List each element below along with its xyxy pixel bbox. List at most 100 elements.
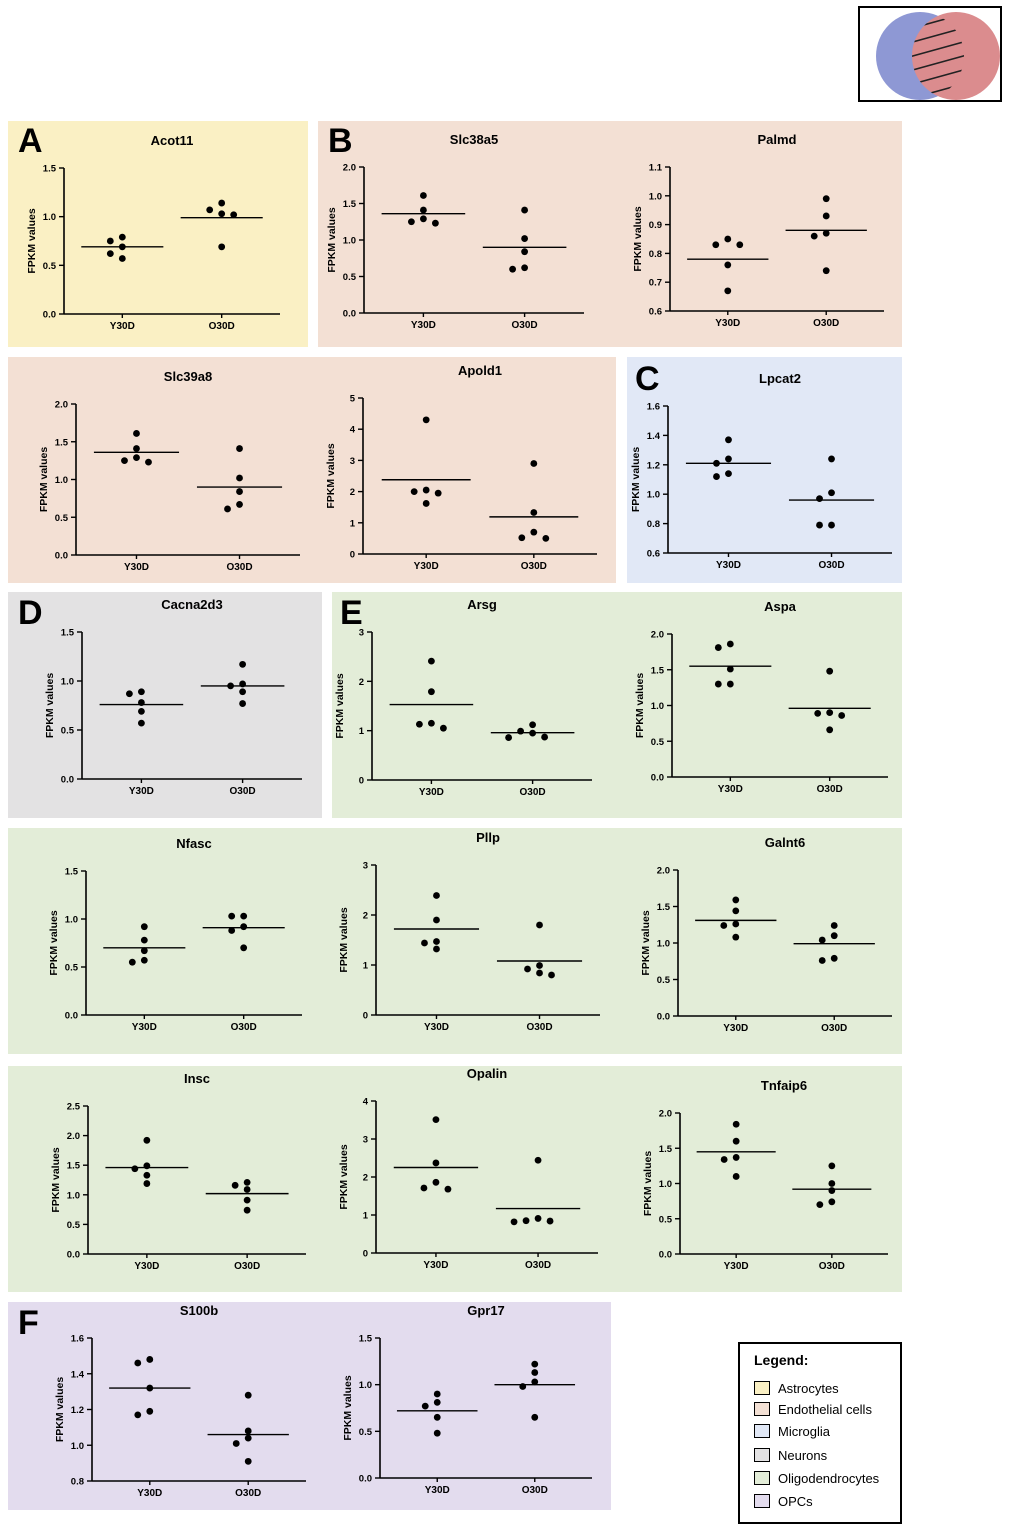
data-point: [433, 1429, 441, 1437]
data-point: [838, 712, 846, 719]
legend-swatch-opcs: [754, 1494, 770, 1508]
chart-title: Insc: [184, 1071, 210, 1086]
legend-item-neurons: Neurons: [754, 1447, 827, 1463]
data-point: [243, 1178, 251, 1186]
y-tick-label: 2.0: [67, 1131, 80, 1142]
x-tick-label: Y30D: [132, 1022, 157, 1033]
data-point: [521, 248, 528, 256]
chart-title: Acot11: [151, 133, 194, 148]
x-tick-label: O30D: [818, 560, 844, 571]
data-point: [724, 261, 732, 269]
y-tick-label: 1.0: [651, 701, 664, 712]
data-point: [529, 721, 536, 729]
data-point: [531, 1378, 539, 1386]
data-point: [420, 192, 427, 199]
plot-aspa: Aspa 0.0 0.5 1.0 1.5 2.0 FPKM values Y30D O30D: [634, 599, 888, 795]
y-tick-label: 0.0: [343, 309, 356, 320]
x-tick-label: Y30D: [723, 1023, 748, 1034]
y-tick-label: 3: [359, 628, 364, 639]
data-point: [140, 947, 148, 955]
x-tick-label: Y30D: [716, 560, 741, 571]
data-point: [432, 1159, 440, 1167]
y-tick-label: 0.6: [647, 549, 660, 560]
legend-item-astrocytes: Astrocytes: [754, 1380, 839, 1396]
data-point: [810, 232, 818, 240]
data-point: [725, 470, 732, 478]
data-point: [521, 235, 528, 242]
x-tick-label: Y30D: [414, 561, 439, 572]
data-point: [531, 1413, 539, 1421]
y-tick-label: 0.5: [65, 963, 79, 974]
data-point: [240, 944, 248, 952]
panel-b-continued: [8, 357, 616, 583]
data-point: [521, 206, 528, 214]
y-tick-label: 1.5: [651, 665, 665, 676]
chart-title: Cacna2d3: [161, 597, 222, 612]
y-tick-label: 1.6: [647, 402, 660, 413]
data-point: [816, 1201, 824, 1209]
data-point: [530, 528, 538, 536]
x-tick-label: O30D: [821, 1023, 847, 1034]
y-tick-label: 1.0: [649, 191, 662, 202]
data-point: [232, 1440, 240, 1447]
x-tick-label: Y30D: [425, 1485, 450, 1496]
data-point: [218, 199, 226, 207]
y-tick-label: 1.0: [55, 475, 68, 486]
data-point: [416, 720, 423, 728]
data-point: [713, 473, 720, 480]
y-axis-label: FPKM values: [338, 1144, 350, 1210]
legend-item-endothelial: Endothelial cells: [754, 1401, 872, 1417]
y-axis-label: FPKM values: [48, 910, 60, 976]
y-axis-label: FPKM values: [338, 907, 350, 973]
panel-letter-a: A: [18, 122, 43, 160]
data-point: [828, 1198, 836, 1206]
legend-title: Legend:: [754, 1352, 809, 1368]
plot-slc38a5: Slc38a5 0.0 0.5 1.0 1.5 2.0 FPKM values Y30D O30…: [326, 132, 584, 331]
x-tick-label: Y30D: [124, 562, 149, 573]
data-point: [134, 1359, 142, 1367]
legend-swatch-astrocytes: [754, 1381, 770, 1395]
y-tick-label: 2: [359, 677, 364, 688]
y-axis-label: FPKM values: [642, 1151, 654, 1217]
chart-title: Aspa: [764, 599, 797, 614]
data-point: [542, 535, 550, 542]
data-point: [433, 1390, 441, 1398]
data-point: [534, 1215, 542, 1222]
data-point: [143, 1136, 151, 1144]
y-axis-label: FPKM values: [38, 447, 50, 513]
data-point: [236, 488, 243, 495]
y-tick-label: 1.0: [71, 1441, 84, 1452]
y-tick-label: 1.5: [61, 628, 75, 639]
x-tick-label: Y30D: [423, 1260, 448, 1271]
y-tick-label: 3: [350, 456, 355, 467]
data-point: [140, 923, 148, 931]
data-point: [131, 1165, 139, 1173]
data-point: [138, 688, 145, 696]
data-point: [146, 1407, 154, 1415]
data-point: [548, 971, 555, 979]
data-point: [732, 907, 740, 915]
y-tick-label: 1: [359, 726, 365, 737]
plot-nfasc: Nfasc 0.0 0.5 1.0 1.5 FPKM values Y30D O30D: [48, 836, 302, 1033]
legend-item-oligodendrocytes: Oligodendrocytes: [754, 1470, 879, 1486]
chart-title: Gpr17: [467, 1303, 505, 1318]
data-point: [218, 210, 226, 218]
data-point: [133, 430, 140, 437]
data-point: [138, 707, 145, 715]
data-point: [243, 1186, 251, 1193]
y-tick-label: 0.5: [659, 1214, 673, 1225]
y-tick-label: 1.1: [649, 163, 663, 174]
x-tick-label: O30D: [209, 321, 235, 332]
y-tick-label: 1.2: [647, 460, 660, 471]
data-point: [236, 445, 243, 452]
data-point: [228, 912, 236, 920]
x-tick-label: Y30D: [129, 786, 154, 797]
y-axis-label: FPKM values: [50, 1147, 62, 1213]
data-point: [143, 1180, 151, 1187]
data-point: [725, 455, 732, 463]
data-point: [243, 1196, 251, 1204]
data-point: [240, 912, 248, 920]
data-point: [712, 241, 720, 249]
data-point: [536, 969, 543, 977]
data-point: [521, 264, 528, 272]
